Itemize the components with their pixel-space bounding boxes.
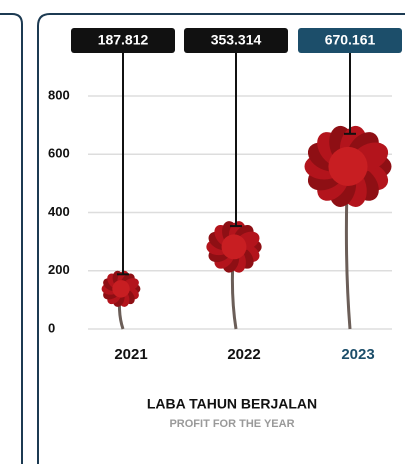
y-tick-label: 0 — [48, 320, 55, 335]
flower-center — [112, 280, 130, 298]
x-tick-label: 2021 — [114, 346, 147, 363]
value-label: 353.314 — [211, 32, 262, 48]
flower — [304, 125, 392, 207]
chart-title: LABA TAHUN BERJALAN — [147, 396, 317, 412]
value-box — [298, 28, 402, 53]
y-tick-label: 600 — [48, 146, 70, 161]
panel-border — [37, 13, 405, 469]
chart-subtitle: PROFIT FOR THE YEAR — [169, 418, 294, 430]
x-tick-label: 2022 — [227, 346, 260, 363]
value-label: 670.161 — [325, 32, 376, 48]
value-box — [184, 28, 288, 53]
y-tick-label: 800 — [48, 87, 70, 102]
value-label: 187.812 — [98, 32, 149, 48]
y-tick-label: 400 — [48, 204, 70, 219]
flower-center — [221, 234, 247, 260]
flower — [206, 221, 262, 273]
y-tick-label: 200 — [48, 262, 70, 277]
flower-center — [328, 146, 368, 187]
value-box — [71, 28, 175, 53]
left-panel-border — [0, 13, 23, 469]
flower — [101, 270, 141, 307]
x-tick-label: 2023 — [341, 346, 374, 363]
